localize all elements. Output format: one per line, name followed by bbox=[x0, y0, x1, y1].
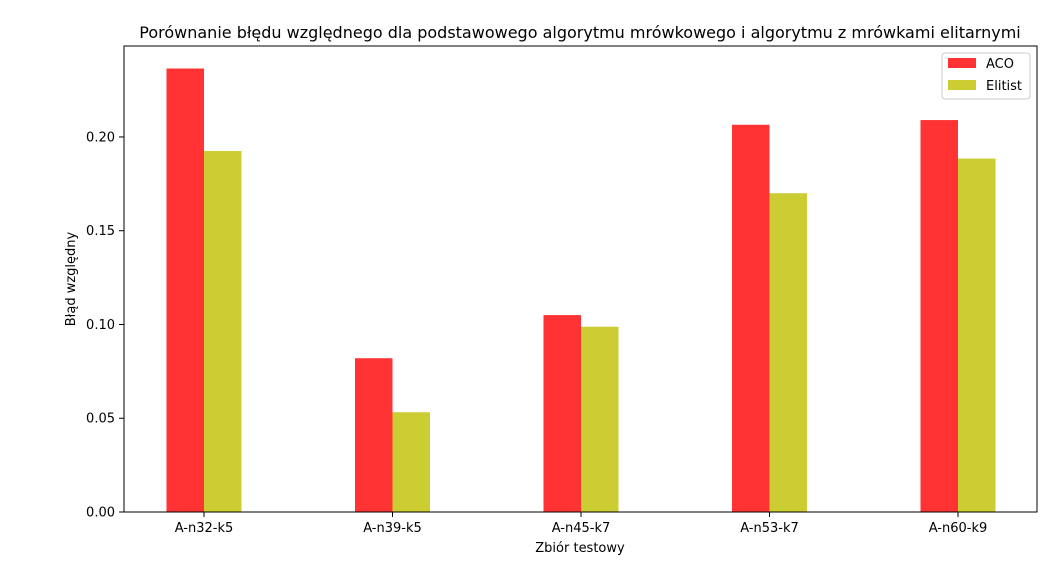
y-tick-label: 0.00 bbox=[86, 506, 115, 521]
bar-aco-a-n39-k5 bbox=[355, 358, 393, 512]
y-axis: 0.00 0.05 0.10 0.15 0.20 bbox=[86, 130, 124, 521]
legend-swatch-aco bbox=[948, 58, 976, 68]
x-axis-label: Zbiór testowy bbox=[535, 541, 625, 556]
bars-layer bbox=[166, 68, 996, 513]
bar-aco-a-n32-k5 bbox=[166, 68, 204, 512]
legend-swatch-elitist bbox=[948, 80, 976, 90]
bar-elitist-a-n32-k5 bbox=[204, 151, 242, 512]
y-tick-label: 0.10 bbox=[86, 318, 115, 333]
legend-label-elitist: Elitist bbox=[986, 79, 1022, 94]
y-tick-label: 0.15 bbox=[86, 224, 115, 239]
plot-frame bbox=[123, 45, 1038, 513]
bar-elitist-a-n45-k7 bbox=[581, 326, 619, 512]
bar-elitist-a-n53-k7 bbox=[769, 193, 807, 512]
y-axis-label: Błąd względny bbox=[64, 231, 79, 326]
y-tick-label: 0.20 bbox=[86, 130, 115, 145]
x-tick-label: A-n39-k5 bbox=[363, 521, 422, 536]
bar-aco-a-n45-k7 bbox=[543, 315, 581, 512]
x-tick-label: A-n32-k5 bbox=[175, 521, 234, 536]
x-tick-label: A-n60-k9 bbox=[929, 521, 988, 536]
legend-label-aco: ACO bbox=[986, 57, 1014, 72]
bar-aco-a-n53-k7 bbox=[732, 124, 770, 513]
y-tick-label: 0.05 bbox=[86, 412, 115, 427]
legend: ACO Elitist bbox=[941, 52, 1031, 100]
x-tick-label: A-n45-k7 bbox=[552, 521, 611, 536]
bar-elitist-a-n39-k5 bbox=[392, 412, 430, 512]
x-axis: A-n32-k5 A-n39-k5 A-n45-k7 A-n53-k7 A-n60-k9 bbox=[175, 512, 988, 536]
bar-aco-a-n60-k9 bbox=[920, 120, 958, 512]
x-tick-label: A-n53-k7 bbox=[740, 521, 799, 536]
bar-elitist-a-n60-k9 bbox=[958, 158, 996, 513]
chart-title: Porównanie błędu względnego dla podstawo… bbox=[139, 23, 1020, 42]
